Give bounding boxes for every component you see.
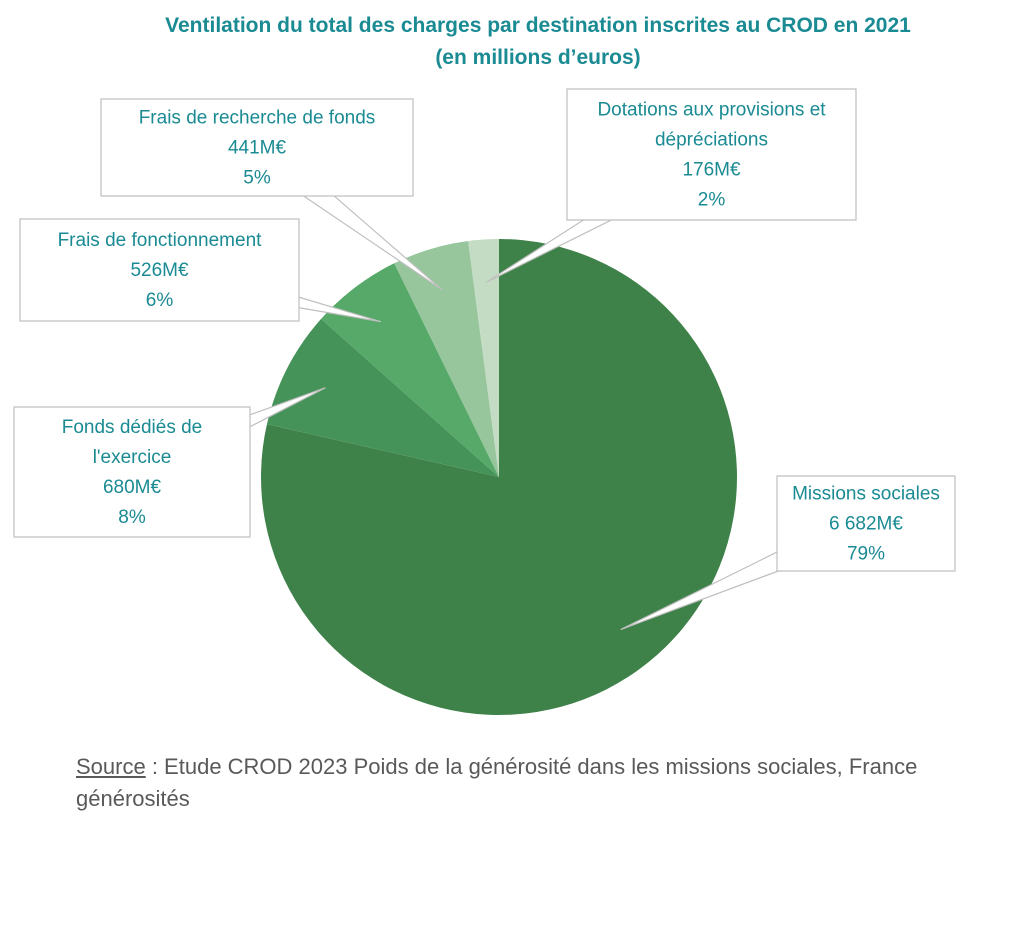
pie-slice — [394, 241, 499, 477]
slice-percent-label: 2% — [698, 190, 726, 211]
slice-percent-label: 79% — [847, 544, 885, 565]
pie-slice — [468, 239, 499, 477]
slice-label: Frais de recherche de fonds — [139, 108, 376, 129]
callout-box — [566, 88, 857, 221]
callout-box — [100, 98, 414, 197]
pie-callouts: Missions sociales 6 682M€ 79% Fonds dédiés … — [13, 88, 956, 631]
callout-box — [19, 218, 300, 322]
slice-value-label: 526M€ — [130, 260, 189, 281]
slice-label: l'exercice — [93, 447, 172, 468]
chart-title: Ventilation du total des charges par des… — [165, 14, 911, 37]
slice-label: Missions sociales — [792, 484, 940, 505]
chart-subtitle: (en millions d’euros) — [435, 46, 640, 69]
slice-percent-label: 8% — [118, 507, 146, 528]
pie-slice — [260, 239, 737, 716]
slice-value-label: 680M€ — [103, 477, 162, 498]
slice-label: Dotations aux provisions et — [597, 100, 826, 121]
callout-box — [13, 406, 251, 538]
slice-value-label: 6 682M€ — [829, 514, 903, 535]
source-note: Source : Etude CROD 2023 Poids de la gén… — [76, 751, 976, 815]
slice-percent-label: 5% — [243, 168, 271, 189]
slice-value-label: 176M€ — [682, 160, 741, 181]
source-text: : Etude CROD 2023 Poids de la générosité… — [76, 754, 918, 811]
slice-percent-label: 6% — [146, 290, 174, 311]
slice-label: Frais de fonctionnement — [58, 230, 263, 251]
slice-label: dépréciations — [655, 130, 768, 151]
slice-label: Fonds dédiés de — [62, 417, 203, 438]
callout-box — [776, 475, 956, 572]
slice-value-label: 441M€ — [228, 138, 287, 159]
source-label: Source — [76, 754, 146, 779]
pie-slice — [266, 318, 499, 477]
